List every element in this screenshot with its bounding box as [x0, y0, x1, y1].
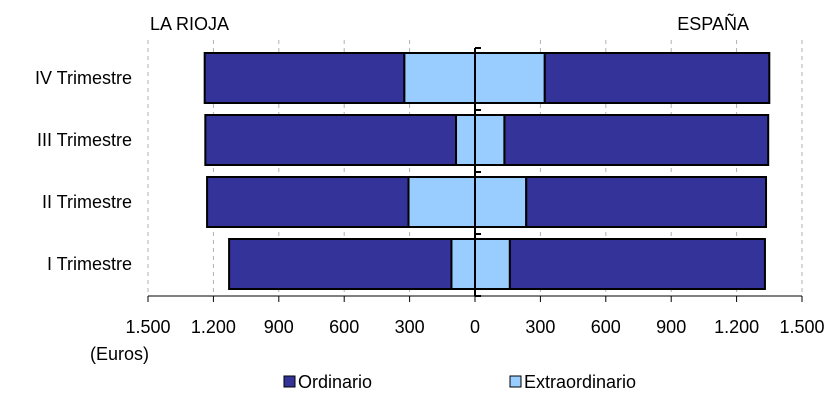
bar-extraordinario-espana: [474, 176, 528, 228]
bar-ordinario-la-rioja: [206, 176, 410, 228]
tick-label: 600: [329, 317, 359, 337]
tick-label: 0: [470, 317, 480, 337]
bar-ordinario-la-rioja: [228, 238, 453, 290]
bar-extraordinario-espana: [474, 52, 546, 104]
bar-extraordinario-la-rioja: [450, 238, 476, 290]
unit-label: (Euros): [90, 344, 149, 364]
bar-extraordinario-la-rioja: [403, 52, 477, 104]
bar-ordinario-la-rioja: [203, 52, 406, 104]
bars: [203, 52, 771, 290]
tick-label: 1.500: [125, 317, 170, 337]
tick-label: 1.200: [191, 317, 236, 337]
bar-ordinario-espana: [503, 114, 770, 166]
legend-label-extraordinario: Extraordinario: [524, 372, 636, 392]
tick-labels: 1.500 1.200 900 600 300 0 300 600 900 1.200 1.500: [125, 317, 824, 337]
tick-label: 600: [591, 317, 621, 337]
tick-label: 900: [264, 317, 294, 337]
legend: Ordinario Extraordinario: [283, 372, 636, 392]
bar-extraordinario-espana: [474, 114, 506, 166]
bar-ordinario-la-rioja: [204, 114, 458, 166]
right-header: ESPAÑA: [677, 13, 749, 34]
left-header: LA RIOJA: [150, 14, 229, 34]
bar-ordinario-espana: [525, 176, 768, 228]
bar-ordinario-espana: [508, 238, 766, 290]
tick-label: 1.500: [779, 317, 824, 337]
tick-label: 300: [395, 317, 425, 337]
bar-extraordinario-la-rioja: [455, 114, 476, 166]
tick-label: 300: [525, 317, 555, 337]
bar-ordinario-espana: [543, 52, 771, 104]
legend-swatch-ordinario: [283, 375, 296, 388]
category-label: I Trimestre: [47, 254, 132, 274]
axes: [147, 47, 803, 302]
tick-label: 1.200: [714, 317, 759, 337]
category-label: II Trimestre: [42, 192, 132, 212]
bar-extraordinario-espana: [474, 238, 511, 290]
category-label: III Trimestre: [37, 130, 132, 150]
tick-label: 900: [656, 317, 686, 337]
legend-swatch-extraordinario: [509, 375, 522, 388]
category-labels: IV Trimestre III Trimestre II Trimestre I T…: [35, 68, 132, 274]
legend-label-ordinario: Ordinario: [298, 372, 372, 392]
bar-extraordinario-la-rioja: [407, 176, 477, 228]
category-label: IV Trimestre: [35, 68, 132, 88]
